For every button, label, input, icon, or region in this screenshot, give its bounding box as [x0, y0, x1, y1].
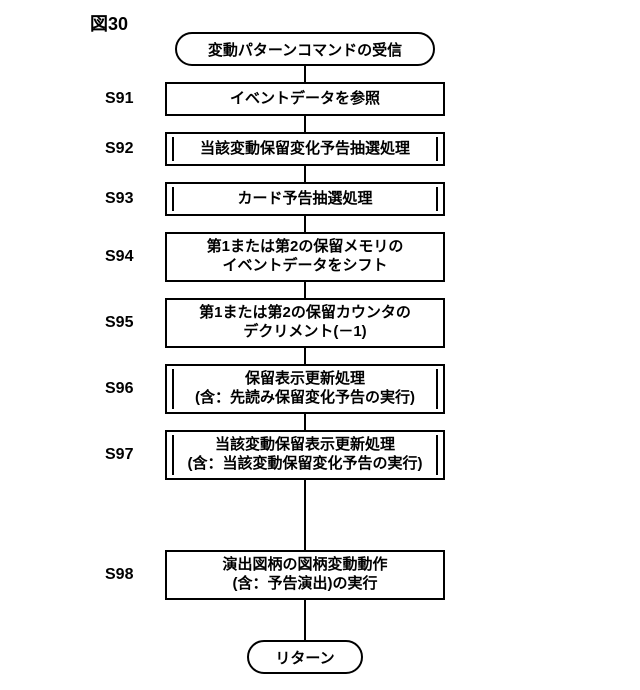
step-label-S95: S95: [105, 314, 133, 332]
process-S95: 第1または第2の保留カウンタの デクリメント(－1): [165, 298, 445, 348]
process-S96: 保留表示更新処理 (含：先読み保留変化予告の実行): [165, 364, 445, 414]
step-label-S91: S91: [105, 90, 133, 108]
process-S92: 当該変動保留変化予告抽選処理: [165, 132, 445, 166]
flowchart-canvas: 図30 変動パターンコマンドの受信 イベントデータを参照 S91 当該変動保留変化予…: [0, 0, 640, 690]
step-label-S92: S92: [105, 140, 133, 158]
process-S97: 当該変動保留表示更新処理 (含：当該変動保留変化予告の実行): [165, 430, 445, 480]
terminator-end: リターン: [247, 640, 363, 674]
process-S94: 第1または第2の保留メモリの イベントデータをシフト: [165, 232, 445, 282]
figure-label: 図30: [90, 10, 128, 36]
process-S91: イベントデータを参照: [165, 82, 445, 116]
process-S98: 演出図柄の図柄変動動作 (含：予告演出)の実行: [165, 550, 445, 600]
step-label-S94: S94: [105, 248, 133, 266]
step-label-S96: S96: [105, 380, 133, 398]
step-label-S97: S97: [105, 446, 133, 464]
step-label-S93: S93: [105, 190, 133, 208]
terminator-start: 変動パターンコマンドの受信: [175, 32, 435, 66]
step-label-S98: S98: [105, 566, 133, 584]
process-S93: カード予告抽選処理: [165, 182, 445, 216]
